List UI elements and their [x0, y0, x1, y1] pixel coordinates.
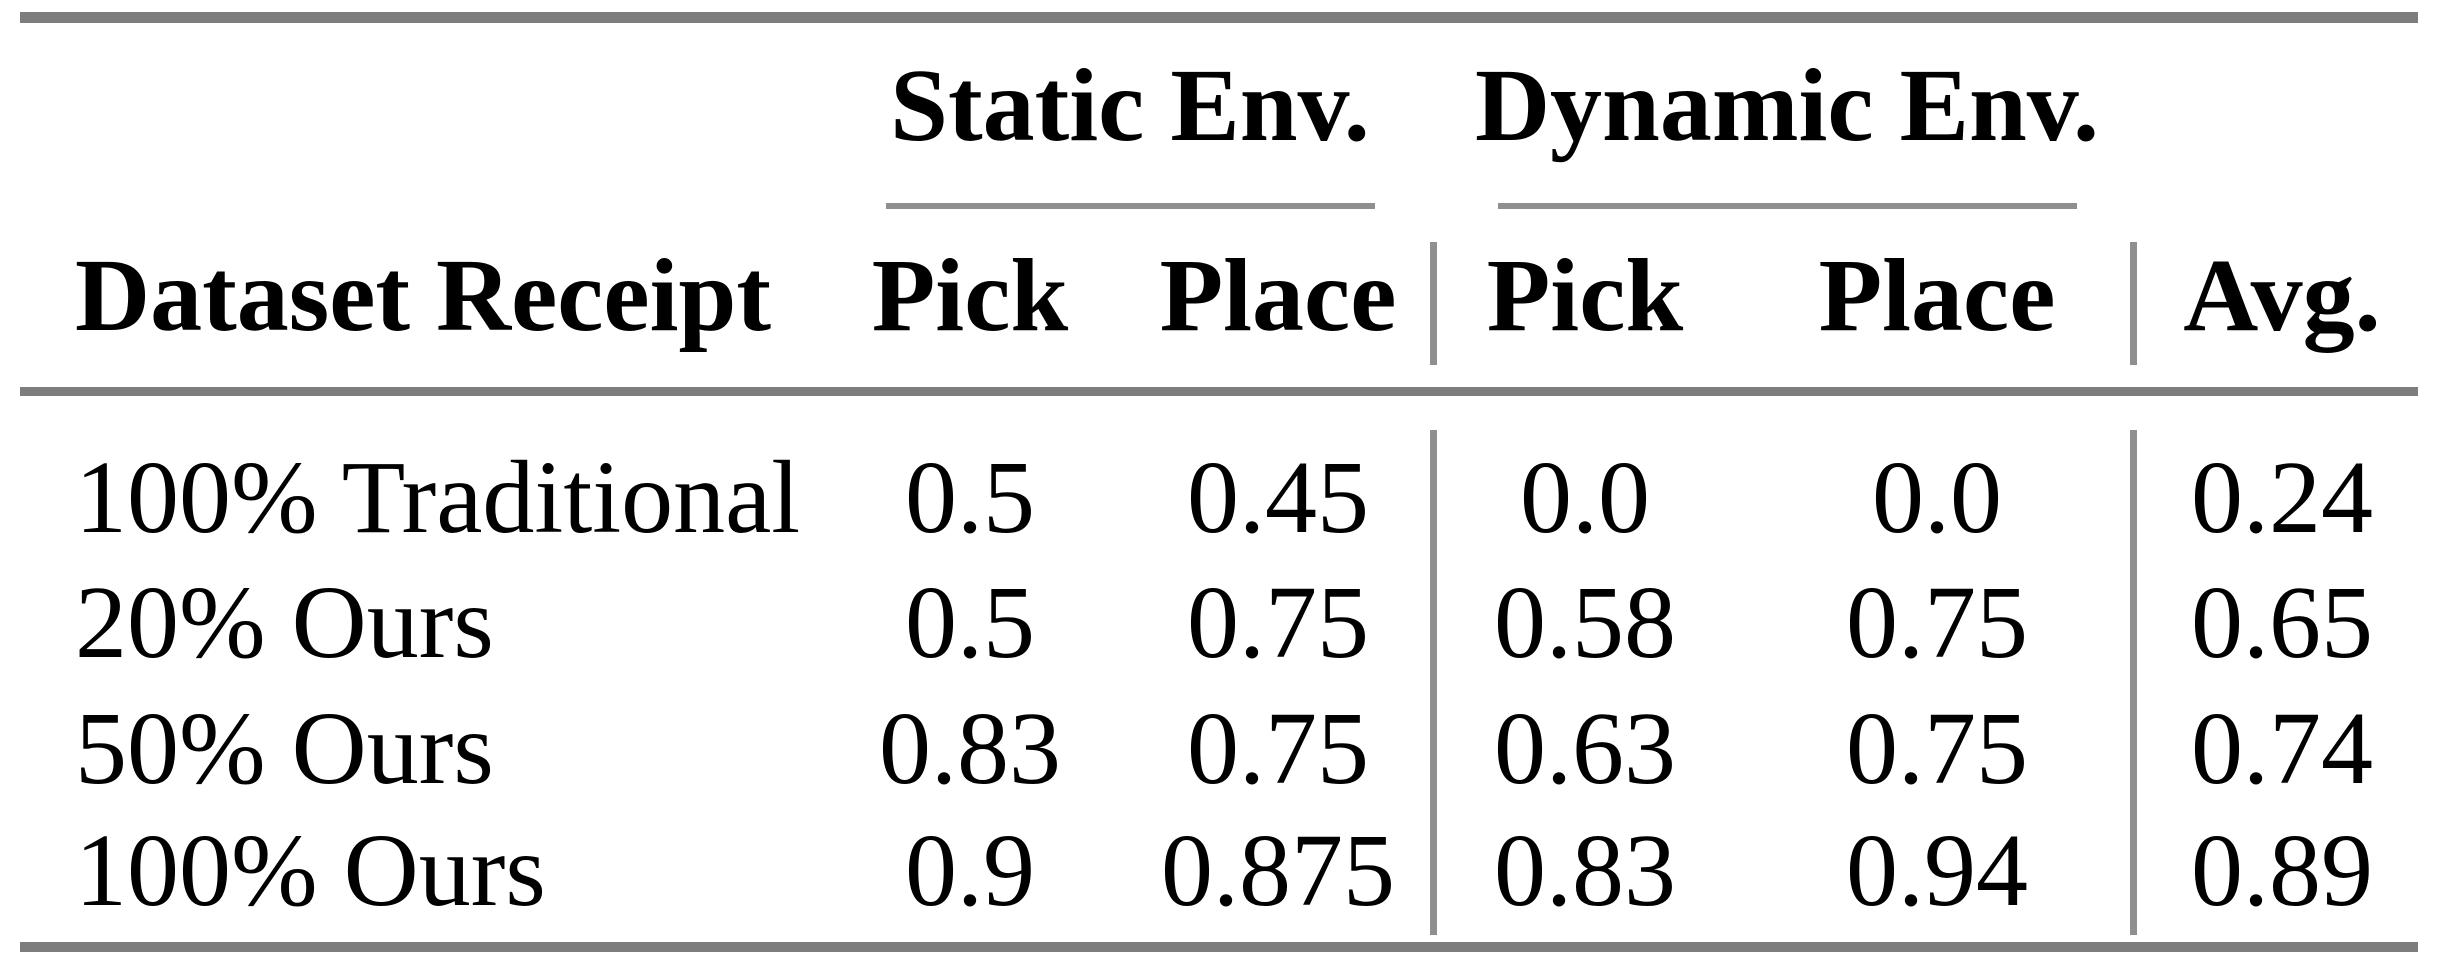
cell-dynamic-place: 0.75: [1846, 564, 2028, 680]
table-row: 100% Ours 0.9 0.875 0.83 0.94 0.89: [0, 808, 2440, 932]
vertical-rule-static-dynamic-body: [1430, 430, 1437, 935]
table-row: 50% Ours 0.83 0.75 0.63 0.75 0.74: [0, 686, 2440, 810]
cell-static-pick: 0.83: [879, 690, 1061, 806]
cell-avg: 0.65: [2191, 564, 2373, 680]
cell-avg: 0.24: [2191, 439, 2373, 555]
static-env-underline: [886, 203, 1375, 209]
cell-dynamic-pick: 0.83: [1494, 812, 1676, 928]
cell-dataset-label: 100% Ours: [75, 812, 546, 928]
group-header-dynamic-env: Dynamic Env.: [1474, 47, 2100, 163]
cell-dynamic-pick: 0.63: [1494, 690, 1676, 806]
column-header-avg: Avg.: [2183, 237, 2381, 353]
header-separator-rule: [20, 387, 2418, 396]
cell-dataset-label: 50% Ours: [75, 690, 494, 806]
cell-avg: 0.89: [2191, 812, 2373, 928]
group-header-static-env: Static Env.: [890, 47, 1370, 163]
cell-avg: 0.74: [2191, 690, 2373, 806]
cell-dynamic-place: 0.0: [1872, 439, 2002, 555]
top-rule: [20, 12, 2418, 23]
cell-dynamic-pick: 0.0: [1520, 439, 1650, 555]
bottom-rule: [20, 942, 2418, 952]
cell-static-place: 0.875: [1161, 812, 1395, 928]
column-header-dataset-receipt: Dataset Receipt: [75, 237, 771, 353]
cell-dynamic-pick: 0.58: [1494, 564, 1676, 680]
table-row: 20% Ours 0.5 0.75 0.58 0.75 0.65: [0, 560, 2440, 684]
cell-static-place: 0.75: [1187, 690, 1369, 806]
cell-dynamic-place: 0.94: [1846, 812, 2028, 928]
cell-dynamic-place: 0.75: [1846, 690, 2028, 806]
column-header-dynamic-place: Place: [1818, 237, 2056, 353]
dynamic-env-underline: [1498, 203, 2077, 209]
cell-static-pick: 0.9: [905, 812, 1035, 928]
column-header-static-pick: Pick: [871, 237, 1069, 353]
cell-dataset-label: 100% Traditional: [75, 439, 801, 555]
cell-static-place: 0.75: [1187, 564, 1369, 680]
column-header-dynamic-pick: Pick: [1486, 237, 1684, 353]
vertical-rule-static-dynamic-header: [1430, 242, 1437, 365]
cell-static-place: 0.45: [1187, 439, 1369, 555]
cell-static-pick: 0.5: [905, 439, 1035, 555]
table-row: 100% Traditional 0.5 0.45 0.0 0.0 0.24: [0, 435, 2440, 559]
cell-static-pick: 0.5: [905, 564, 1035, 680]
column-header-static-place: Place: [1159, 237, 1397, 353]
vertical-rule-avg-header: [2130, 242, 2137, 365]
cell-dataset-label: 20% Ours: [75, 564, 494, 680]
column-header-row: Dataset Receipt Pick Place Pick Place Av…: [0, 220, 2440, 370]
vertical-rule-avg-body: [2130, 430, 2137, 935]
